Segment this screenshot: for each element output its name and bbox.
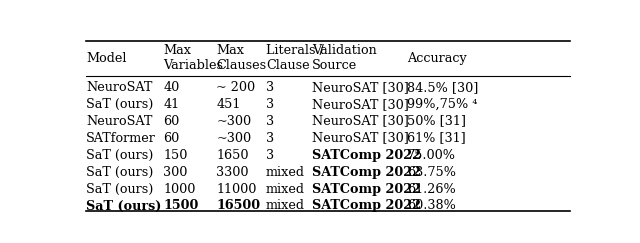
Text: NeuroSAT: NeuroSAT [86, 115, 152, 128]
Text: 451: 451 [216, 98, 241, 111]
Text: 61% [31]: 61% [31] [408, 132, 466, 145]
Text: 60.38%: 60.38% [408, 200, 456, 212]
Text: 150: 150 [163, 148, 188, 162]
Text: 63.75%: 63.75% [408, 165, 456, 179]
Text: NeuroSAT: NeuroSAT [86, 81, 152, 94]
Text: 1000: 1000 [163, 182, 196, 196]
Text: 16500: 16500 [216, 200, 260, 212]
Text: SaT (ours): SaT (ours) [86, 98, 154, 111]
Text: Accuracy: Accuracy [408, 52, 467, 65]
Text: ~300: ~300 [216, 132, 252, 145]
Text: Max
Variables: Max Variables [163, 44, 223, 72]
Text: ~300: ~300 [216, 115, 252, 128]
Text: 41: 41 [163, 98, 179, 111]
Text: 84.5% [30]: 84.5% [30] [408, 81, 479, 94]
Text: 3: 3 [266, 98, 274, 111]
Text: mixed: mixed [266, 165, 305, 179]
Text: SATComp 2022: SATComp 2022 [312, 182, 421, 196]
Text: SATComp 2022: SATComp 2022 [312, 165, 421, 179]
Text: NeuroSAT [30]: NeuroSAT [30] [312, 98, 409, 111]
Text: 3: 3 [266, 148, 274, 162]
Text: 1650: 1650 [216, 148, 249, 162]
Text: 75.00%: 75.00% [408, 148, 456, 162]
Text: 99%,75% ⁴: 99%,75% ⁴ [408, 98, 477, 111]
Text: SaT (ours): SaT (ours) [86, 200, 161, 212]
Text: 300: 300 [163, 165, 188, 179]
Text: Model: Model [86, 52, 127, 65]
Text: NeuroSAT [30]: NeuroSAT [30] [312, 115, 409, 128]
Text: mixed: mixed [266, 200, 305, 212]
Text: 61.26%: 61.26% [408, 182, 456, 196]
Text: SaT (ours): SaT (ours) [86, 148, 154, 162]
Text: mixed: mixed [266, 182, 305, 196]
Text: NeuroSAT [30]: NeuroSAT [30] [312, 81, 409, 94]
Text: 3: 3 [266, 132, 274, 145]
Text: Literals /
Clause: Literals / Clause [266, 44, 324, 72]
Text: 3: 3 [266, 115, 274, 128]
Text: Max
Clauses: Max Clauses [216, 44, 266, 72]
Text: 40: 40 [163, 81, 180, 94]
Text: SATComp 2022: SATComp 2022 [312, 200, 421, 212]
Text: SaT (ours): SaT (ours) [86, 182, 154, 196]
Text: 3: 3 [266, 81, 274, 94]
Text: ~ 200: ~ 200 [216, 81, 255, 94]
Text: SATComp 2022: SATComp 2022 [312, 148, 421, 162]
Text: 11000: 11000 [216, 182, 257, 196]
Text: 60: 60 [163, 115, 180, 128]
Text: 50% [31]: 50% [31] [408, 115, 467, 128]
Text: Validation
Source: Validation Source [312, 44, 377, 72]
Text: SaT (ours): SaT (ours) [86, 165, 154, 179]
Text: NeuroSAT [30]: NeuroSAT [30] [312, 132, 409, 145]
Text: 1500: 1500 [163, 200, 198, 212]
Text: 60: 60 [163, 132, 180, 145]
Text: SATformer: SATformer [86, 132, 156, 145]
Text: 3300: 3300 [216, 165, 249, 179]
